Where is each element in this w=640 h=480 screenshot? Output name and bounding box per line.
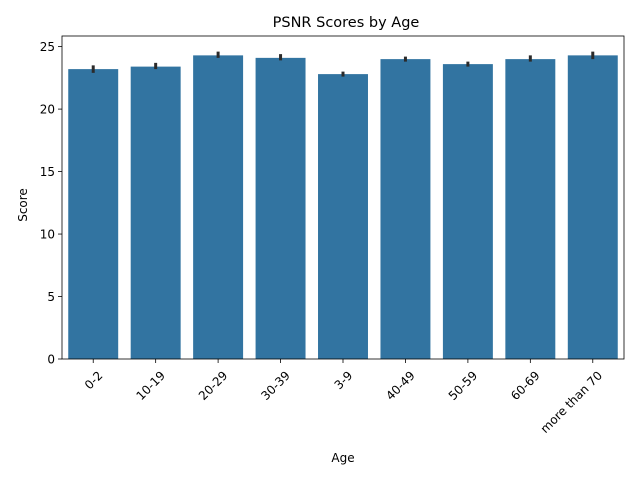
bar-3-9 bbox=[318, 74, 368, 359]
bars-layer bbox=[68, 55, 618, 360]
bar-30-39 bbox=[255, 57, 306, 359]
x-tick-label: 0-2 bbox=[82, 368, 106, 392]
y-axis-label: Score bbox=[16, 188, 30, 222]
y-tick-label: 10 bbox=[40, 228, 55, 242]
y-tick-label: 20 bbox=[40, 103, 55, 117]
x-tick-label: 20-29 bbox=[196, 368, 231, 403]
x-tick-label: 30-39 bbox=[258, 368, 293, 403]
x-tick-label: 50-59 bbox=[446, 368, 481, 403]
y-tick-label: 25 bbox=[40, 40, 55, 54]
bar-60-69 bbox=[505, 59, 556, 359]
bar-10-19 bbox=[130, 66, 181, 359]
chart-title: PSNR Scores by Age bbox=[273, 15, 420, 31]
x-tick-label: 40-49 bbox=[383, 368, 418, 403]
x-tick-label: 10-19 bbox=[133, 368, 168, 403]
y-tick-label: 5 bbox=[47, 290, 55, 304]
bar-more-than-70 bbox=[567, 55, 618, 360]
plot-frame bbox=[61, 35, 625, 360]
x-tick-label: 3-9 bbox=[332, 368, 356, 392]
x-axis-label: Age bbox=[331, 451, 354, 465]
bar-0-2 bbox=[68, 69, 119, 359]
bar-50-59 bbox=[442, 64, 493, 359]
error-bars-layer bbox=[91, 51, 595, 77]
bar-40-49 bbox=[380, 59, 431, 359]
y-tick-label: 15 bbox=[40, 165, 55, 179]
x-tick-label: 60-69 bbox=[508, 368, 543, 403]
x-tick-label: more than 70 bbox=[538, 368, 605, 435]
bar-20-29 bbox=[193, 55, 244, 360]
y-tick-label: 0 bbox=[47, 353, 55, 367]
